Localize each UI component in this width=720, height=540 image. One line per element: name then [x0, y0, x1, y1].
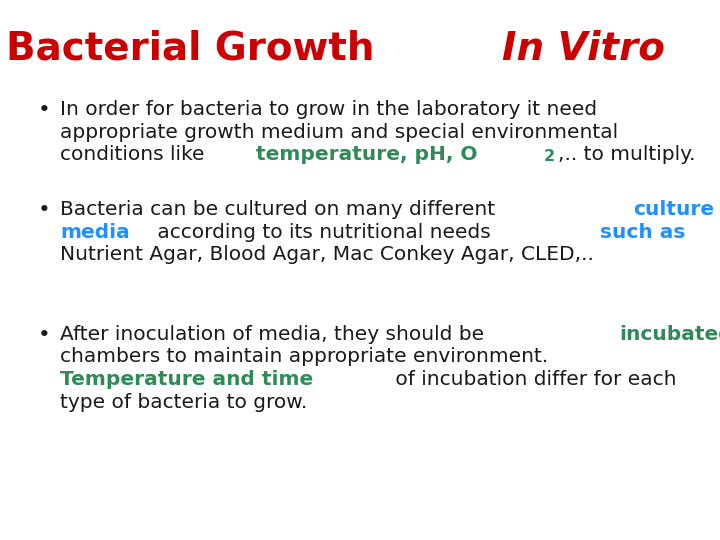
- Text: •: •: [38, 325, 50, 345]
- Text: In Vitro: In Vitro: [503, 30, 665, 68]
- Text: such as: such as: [600, 222, 685, 241]
- Text: chambers to maintain appropriate environment.: chambers to maintain appropriate environ…: [60, 348, 548, 367]
- Text: culture: culture: [634, 200, 714, 219]
- Text: conditions like: conditions like: [60, 145, 211, 164]
- Text: Bacterial Growth: Bacterial Growth: [6, 30, 388, 68]
- Text: of incubation differ for each: of incubation differ for each: [389, 370, 676, 389]
- Text: •: •: [38, 100, 50, 120]
- Text: Nutrient Agar, Blood Agar, Mac Conkey Agar, CLED,..: Nutrient Agar, Blood Agar, Mac Conkey Ag…: [60, 245, 594, 264]
- Text: After inoculation of media, they should be: After inoculation of media, they should …: [60, 325, 490, 344]
- Text: In order for bacteria to grow in the laboratory it need: In order for bacteria to grow in the lab…: [60, 100, 597, 119]
- Text: temperature, pH, O: temperature, pH, O: [256, 145, 477, 164]
- Text: 2: 2: [544, 149, 554, 164]
- Text: according to its nutritional needs: according to its nutritional needs: [150, 222, 497, 241]
- Text: incubated: incubated: [619, 325, 720, 344]
- Text: type of bacteria to grow.: type of bacteria to grow.: [60, 393, 307, 411]
- Text: •: •: [38, 200, 50, 220]
- Text: Temperature and time: Temperature and time: [60, 370, 313, 389]
- Text: Bacteria can be cultured on many different: Bacteria can be cultured on many differe…: [60, 200, 502, 219]
- Text: media: media: [60, 222, 130, 241]
- Text: ,.. to multiply.: ,.. to multiply.: [558, 145, 696, 164]
- Text: appropriate growth medium and special environmental: appropriate growth medium and special en…: [60, 123, 618, 141]
